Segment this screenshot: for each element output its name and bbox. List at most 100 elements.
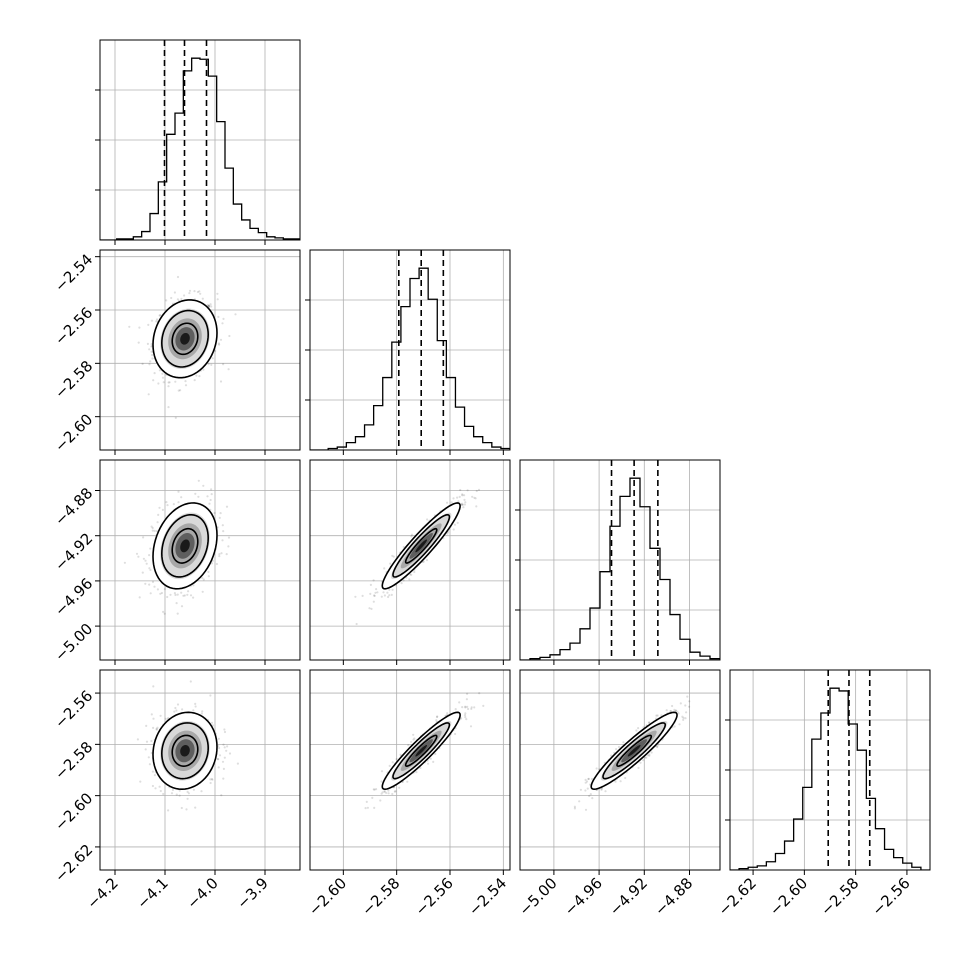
- scatter-point: [201, 576, 204, 580]
- scatter-point: [375, 588, 378, 591]
- scatter-point: [379, 799, 382, 802]
- histogram-step-line: [100, 57, 300, 240]
- scatter-point: [210, 562, 214, 565]
- scatter-point: [675, 709, 678, 712]
- scatter-point: [642, 759, 645, 762]
- scatter-point: [365, 800, 368, 804]
- scatter-point: [656, 714, 659, 717]
- scatter-point: [219, 338, 223, 341]
- scatter-point: [144, 582, 147, 585]
- scatter-point: [216, 758, 219, 761]
- scatter-point: [137, 341, 140, 344]
- scatter-point: [422, 560, 425, 563]
- scatter-point: [406, 780, 409, 783]
- scatter-point: [151, 770, 154, 773]
- scatter-point: [159, 714, 162, 717]
- scatter-point: [372, 788, 375, 791]
- scatter-point: [452, 528, 455, 531]
- x-tick-label: −4.1: [133, 874, 171, 912]
- panel-frame: [99, 249, 301, 451]
- scatter-point: [412, 733, 415, 736]
- scatter-point: [473, 706, 476, 709]
- panel-3-2: −5.00 −4.96 −4.92 −4.88: [515, 669, 721, 919]
- scatter-point: [210, 305, 213, 308]
- scatter-point: [162, 610, 165, 614]
- scatter-point: [380, 792, 383, 795]
- scatter-point: [372, 600, 375, 603]
- scatter-point: [139, 780, 142, 783]
- panel-frame: [519, 669, 721, 871]
- scatter-point: [136, 738, 139, 741]
- x-tick-label: −4.0: [183, 874, 221, 912]
- scatter-point: [180, 591, 183, 594]
- scatter-point: [194, 705, 197, 708]
- scatter-point: [464, 716, 467, 719]
- scatter-point: [394, 790, 397, 793]
- scatter-point: [639, 761, 642, 764]
- scatter-point: [148, 348, 151, 351]
- scatter-point: [388, 764, 391, 768]
- scatter-point: [166, 595, 169, 599]
- scatter-point: [194, 492, 197, 495]
- scatter-point: [413, 570, 416, 574]
- scatter-point: [173, 291, 176, 294]
- scatter-point: [390, 593, 393, 597]
- scatter-point: [466, 489, 469, 492]
- panel-frame: [99, 669, 301, 871]
- scatter-point: [177, 389, 180, 392]
- scatter-point: [151, 353, 154, 357]
- scatter-point: [157, 382, 160, 385]
- scatter-point: [674, 709, 677, 712]
- panel-frame: [99, 39, 301, 241]
- x-tick-label: −2.58: [358, 874, 403, 919]
- density-fill: [180, 539, 190, 553]
- scatter-point: [688, 700, 691, 703]
- scatter-point: [584, 808, 588, 811]
- panel-content: [520, 460, 720, 660]
- scatter-point: [412, 738, 415, 741]
- panel-2-0: −5.00−4.96−4.92−4.88: [51, 459, 301, 665]
- scatter-point: [477, 488, 481, 491]
- scatter-point: [426, 518, 429, 521]
- scatter-point: [153, 585, 156, 588]
- scatter-point: [150, 345, 153, 348]
- scatter-point: [162, 381, 165, 384]
- scatter-point: [184, 384, 188, 387]
- contour-line: [392, 722, 451, 780]
- scatter-point: [149, 592, 152, 595]
- histogram-step-line: [310, 267, 510, 450]
- scatter-point: [383, 789, 386, 793]
- scatter-point: [144, 559, 147, 562]
- scatter-point: [578, 800, 581, 803]
- scatter-point: [157, 513, 160, 517]
- scatter-point: [471, 495, 474, 498]
- y-tick-label: −5.00: [51, 620, 96, 665]
- scatter-point: [211, 778, 214, 781]
- scatter-point: [462, 506, 465, 509]
- scatter-point: [227, 368, 230, 371]
- panel-content: [310, 670, 510, 870]
- scatter-point: [167, 716, 170, 720]
- scatter-point: [436, 715, 439, 718]
- scatter-point: [217, 737, 220, 740]
- scatter-point: [373, 806, 376, 810]
- scatter-point: [465, 698, 468, 701]
- scatter-point: [391, 588, 394, 591]
- x-tick-label: −4.96: [561, 874, 606, 919]
- scatter-point: [371, 796, 374, 800]
- scatter-point: [197, 495, 200, 498]
- scatter-point: [166, 504, 169, 507]
- scatter-point: [149, 360, 152, 363]
- scatter-point: [604, 790, 607, 793]
- scatter-point: [153, 529, 156, 533]
- scatter-point: [216, 298, 219, 301]
- x-tick-label: −2.58: [817, 874, 862, 919]
- scatter-point: [669, 710, 672, 713]
- scatter-point: [222, 530, 225, 533]
- contour-line: [381, 711, 461, 791]
- scatter-point: [161, 376, 165, 379]
- scatter-point: [153, 372, 156, 375]
- scatter-point: [163, 588, 166, 591]
- scatter-point: [194, 806, 197, 809]
